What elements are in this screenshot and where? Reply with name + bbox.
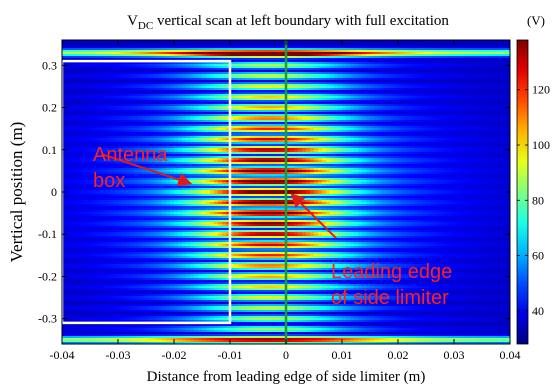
y-tick-label: 0.1 bbox=[42, 143, 57, 157]
y-tick-label: 0 bbox=[51, 185, 57, 199]
colorbar-frame bbox=[516, 39, 529, 345]
annotation-antenna-line1: Antenna bbox=[93, 144, 168, 166]
annotation-limiter-line2: of side limiter bbox=[331, 287, 449, 309]
x-axis: -0.04 -0.03 -0.02 -0.01 0 0.01 0.02 0.03 0.04 bbox=[50, 40, 521, 362]
x-tick-label: 0.04 bbox=[500, 348, 521, 362]
x-tick-label: -0.03 bbox=[106, 348, 131, 362]
colorbar-ticks: 120 100 80 60 40 bbox=[517, 83, 550, 318]
colorbar-unit: (V) bbox=[527, 13, 545, 28]
annotation-antenna-line2: box bbox=[93, 170, 125, 192]
x-tick-label: -0.04 bbox=[50, 348, 75, 362]
y-tick-label: -0.1 bbox=[38, 227, 57, 241]
y-tick-label: -0.3 bbox=[38, 312, 57, 326]
y-tick-label: 0.3 bbox=[42, 58, 57, 72]
colorbar-tick-label: 100 bbox=[532, 138, 550, 152]
x-tick-label: 0.01 bbox=[332, 348, 353, 362]
colorbar-tick-label: 80 bbox=[532, 193, 544, 207]
heatmap-field bbox=[62, 40, 510, 344]
annotation-arrow-limiter bbox=[290, 193, 338, 240]
y-tick-label: -0.2 bbox=[38, 269, 57, 283]
annotation-limiter-line1: Leading edge bbox=[331, 261, 452, 283]
chart-title: VDC vertical scan at left boundary with … bbox=[127, 13, 449, 32]
x-tick-label: -0.02 bbox=[162, 348, 187, 362]
colorbar-tick-label: 60 bbox=[532, 249, 544, 263]
colorbar bbox=[517, 40, 528, 344]
x-tick-label: -0.01 bbox=[218, 348, 243, 362]
x-axis-label: Distance from leading edge of side limit… bbox=[147, 369, 426, 385]
y-axis-label: Vertical position (m) bbox=[7, 122, 26, 263]
annotation-arrow-antenna bbox=[100, 153, 193, 187]
y-axis: 0.3 0.2 0.1 0 -0.1 -0.2 -0.3 bbox=[38, 58, 510, 326]
x-tick-label: 0.03 bbox=[444, 348, 465, 362]
x-tick-label: 0 bbox=[283, 348, 289, 362]
colorbar-tick-label: 40 bbox=[532, 304, 544, 318]
x-tick-label: 0.02 bbox=[388, 348, 409, 362]
colorbar-tick-label: 120 bbox=[532, 83, 550, 97]
annotations: Antenna box Leading edge of side limiter bbox=[93, 144, 452, 309]
y-tick-label: 0.2 bbox=[42, 101, 57, 115]
